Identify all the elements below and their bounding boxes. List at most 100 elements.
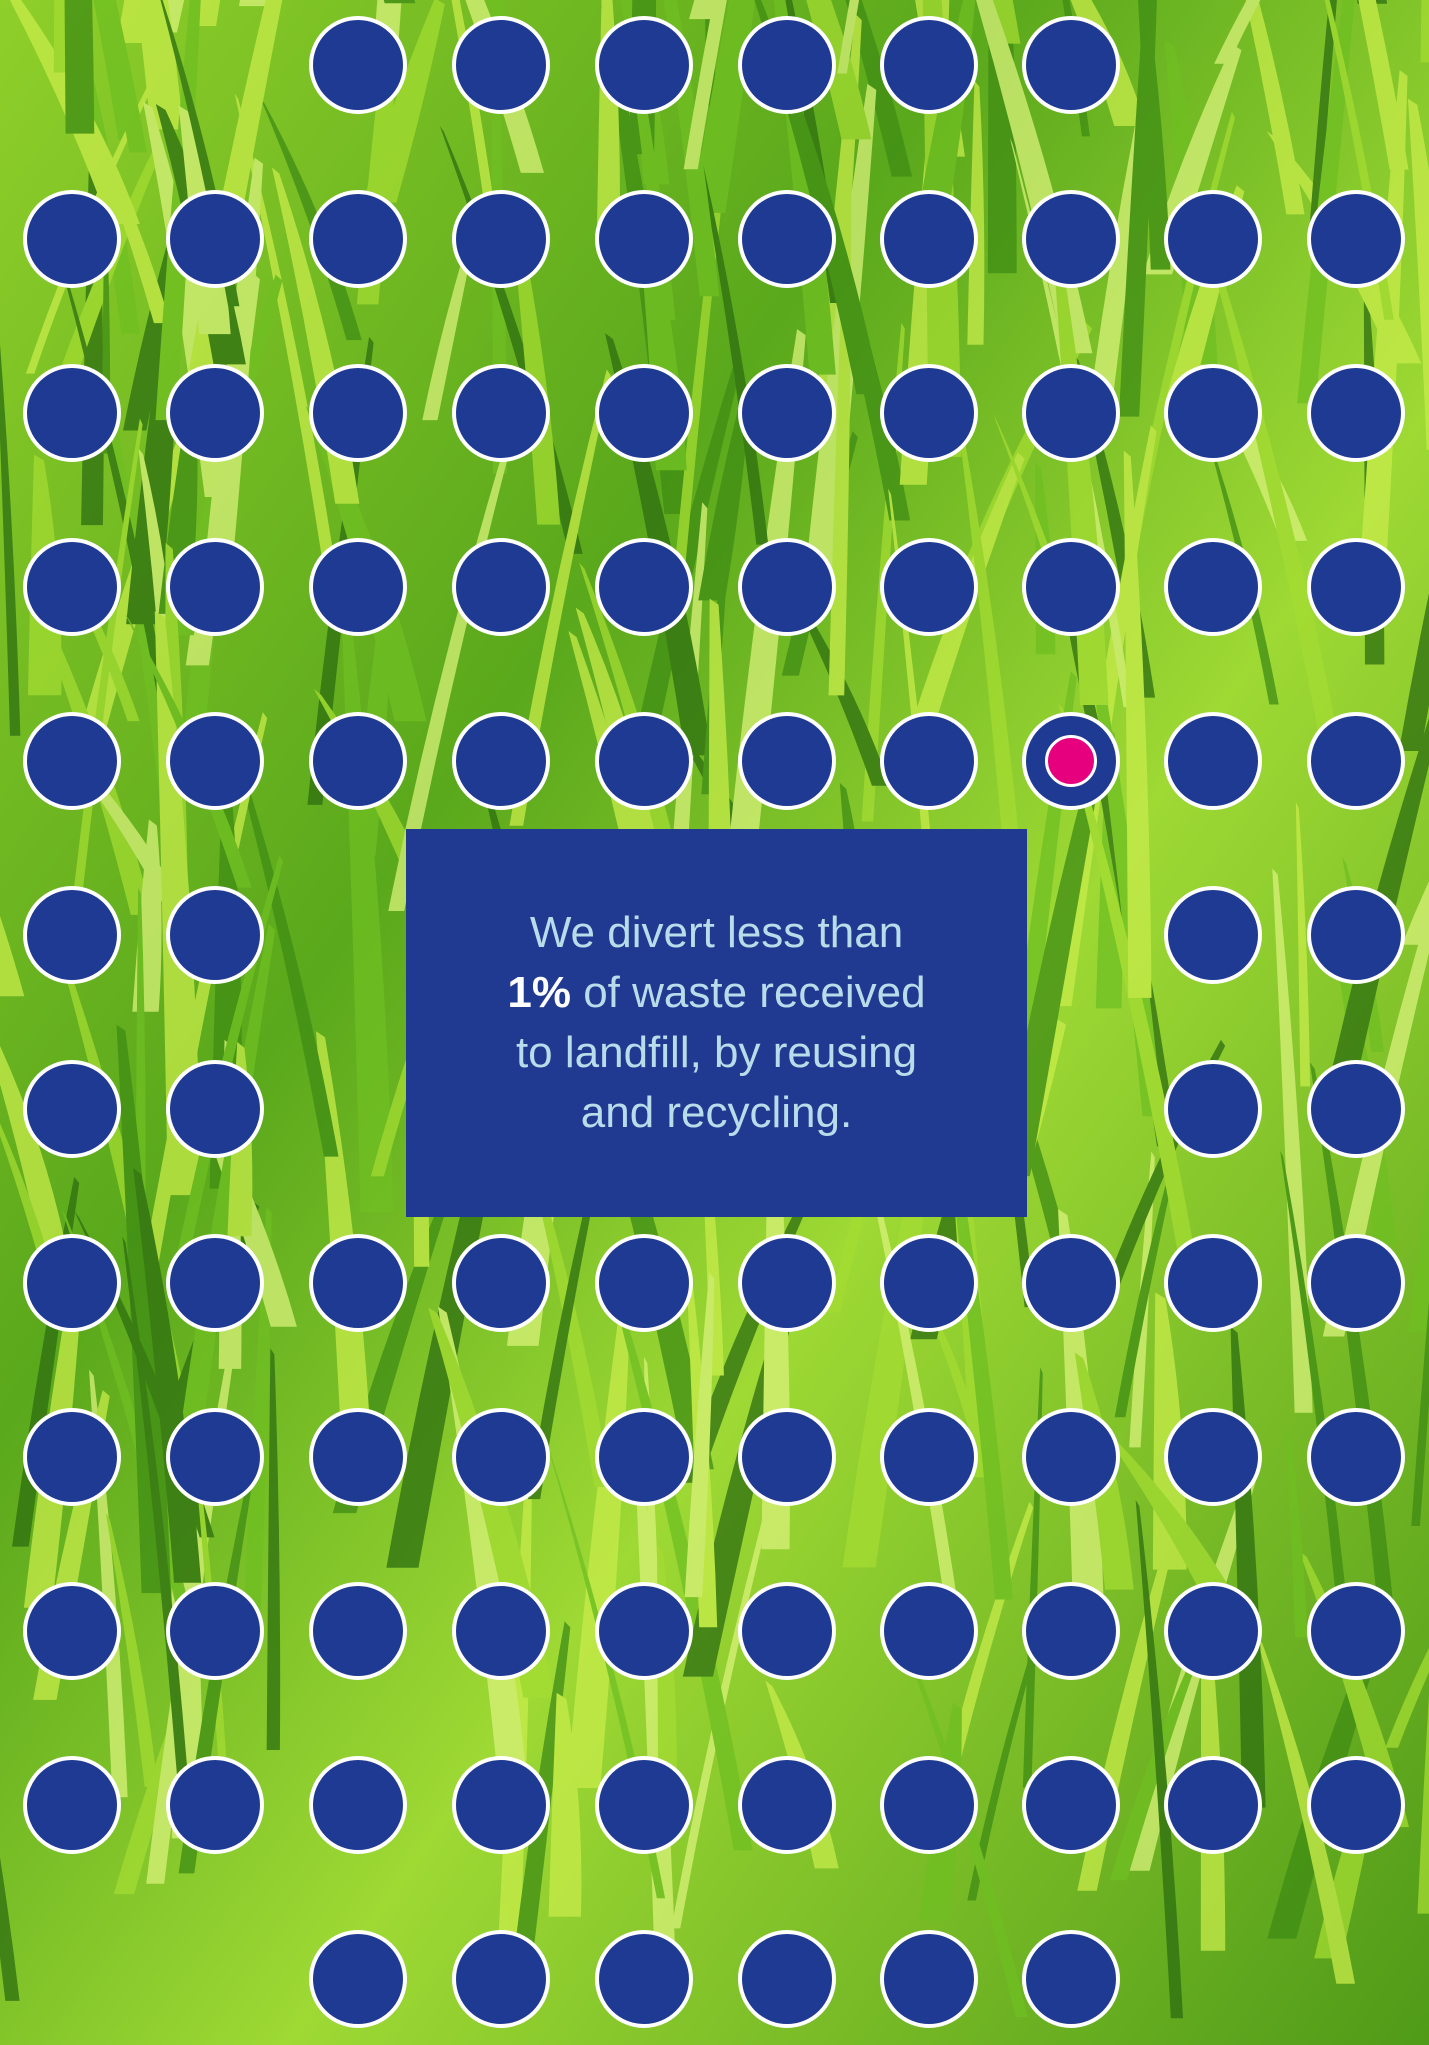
grass-blade	[1398, 592, 1429, 751]
circle-dot-icon	[880, 16, 978, 114]
circle-dot-icon	[452, 538, 550, 636]
grass-blade	[509, 369, 611, 826]
circle-dot-icon	[880, 1408, 978, 1506]
circle-dot-icon	[880, 1756, 978, 1854]
grass-blade	[1109, 1665, 1194, 1881]
circle-dot-icon	[166, 190, 264, 288]
circle-dot-icon	[1164, 1408, 1262, 1506]
circle-dot-icon	[166, 538, 264, 636]
circle-dot-icon	[23, 712, 121, 810]
grass-blade	[837, 0, 860, 74]
circle-dot-icon	[1307, 1408, 1405, 1506]
grass-blade	[0, 916, 25, 997]
circle-dot-icon	[738, 1234, 836, 1332]
grass-blade	[1198, 213, 1347, 786]
grass-blade	[684, 1272, 715, 1598]
grass-blade	[1417, 1694, 1429, 1914]
circle-dot-icon	[595, 538, 693, 636]
grass-blade	[671, 1440, 787, 1929]
grass-blade	[0, 1857, 20, 2001]
grass-blade	[892, 1609, 1028, 2018]
circle-dot-icon	[452, 1234, 550, 1332]
grass-blade	[1402, 881, 1429, 945]
circle-dot-icon	[1307, 190, 1405, 288]
circle-dot-icon	[1164, 364, 1262, 462]
circle-dot-icon	[1307, 1582, 1405, 1680]
circle-dot-icon	[880, 190, 978, 288]
circle-dot-icon	[595, 1408, 693, 1506]
circle-dot-icon	[1022, 1234, 1120, 1332]
grass-blade	[1420, 0, 1429, 63]
circle-dot-icon	[595, 1930, 693, 2028]
circle-dot-icon	[595, 1234, 693, 1332]
grass-blade	[527, 1137, 605, 1500]
grass-blade	[51, 230, 170, 711]
message-line-4: and recycling.	[580, 1088, 853, 1137]
circle-dot-icon	[309, 1408, 407, 1506]
circle-dot-icon	[880, 538, 978, 636]
grass-blade	[172, 923, 276, 1486]
circle-dot-icon	[1022, 538, 1120, 636]
circle-dot-icon	[166, 1756, 264, 1854]
grass-blade	[93, 0, 128, 140]
circle-dot-icon	[309, 1234, 407, 1332]
highlighted-dot-icon	[1022, 712, 1120, 810]
circle-dot-icon	[166, 712, 264, 810]
grass-blade	[1356, 69, 1408, 621]
grass-blade	[1214, 0, 1261, 64]
circle-dot-icon	[1307, 1756, 1405, 1854]
circle-dot-icon	[309, 364, 407, 462]
circle-dot-icon	[166, 1582, 264, 1680]
grass-blade	[1123, 450, 1152, 998]
circle-dot-icon	[1022, 1756, 1120, 1854]
circle-dot-icon	[595, 190, 693, 288]
grass-blade	[1385, 1647, 1429, 1748]
grass-blade	[1286, 1428, 1308, 1638]
circle-dot-icon	[1164, 1234, 1262, 1332]
message-text: We divert less than 1% of waste received…	[507, 903, 925, 1143]
grass-blade	[689, 0, 718, 20]
circle-dot-icon	[1307, 364, 1405, 462]
grass-blade	[1256, 1637, 1356, 1984]
grass-blade	[1308, 0, 1337, 240]
circle-dot-icon	[738, 538, 836, 636]
circle-dot-icon	[452, 16, 550, 114]
circle-dot-icon	[1164, 886, 1262, 984]
circle-dot-icon	[452, 1408, 550, 1506]
circle-dot-icon	[1164, 1756, 1262, 1854]
circle-dot-icon	[1164, 1582, 1262, 1680]
circle-dot-icon	[309, 538, 407, 636]
circle-dot-icon	[1022, 1582, 1120, 1680]
circle-dot-icon	[1022, 190, 1120, 288]
circle-dot-icon	[309, 190, 407, 288]
grass-blade	[242, 1207, 272, 1628]
circle-dot-icon	[738, 16, 836, 114]
circle-dot-icon	[166, 886, 264, 984]
circle-dot-icon	[1164, 190, 1262, 288]
grass-blade	[238, 0, 271, 7]
circle-dot-icon	[738, 1756, 836, 1854]
circle-dot-icon	[309, 1930, 407, 2028]
grass-blade	[1280, 1150, 1353, 1658]
circle-dot-icon	[23, 364, 121, 462]
grass-blade	[383, 0, 416, 4]
circle-dot-icon	[452, 1930, 550, 2028]
grass-blade	[25, 69, 159, 374]
circle-dot-icon	[452, 712, 550, 810]
grass-blade	[0, 1045, 66, 1246]
grass-blade	[699, 159, 769, 545]
grass-blade	[1408, 1170, 1429, 1333]
grass-blade	[266, 1348, 281, 1751]
grass-blade	[0, 344, 21, 736]
grass-blade	[67, 418, 143, 945]
circle-dot-icon	[452, 1756, 550, 1854]
circle-dot-icon	[309, 712, 407, 810]
circle-dot-icon	[166, 364, 264, 462]
circle-dot-icon	[738, 1582, 836, 1680]
grass-blade	[683, 0, 727, 170]
circle-dot-icon	[1164, 712, 1262, 810]
grass-blade	[1058, 703, 1198, 1269]
grass-blade	[64, 0, 95, 134]
circle-dot-icon	[880, 1582, 978, 1680]
circle-dot-icon	[309, 1756, 407, 1854]
